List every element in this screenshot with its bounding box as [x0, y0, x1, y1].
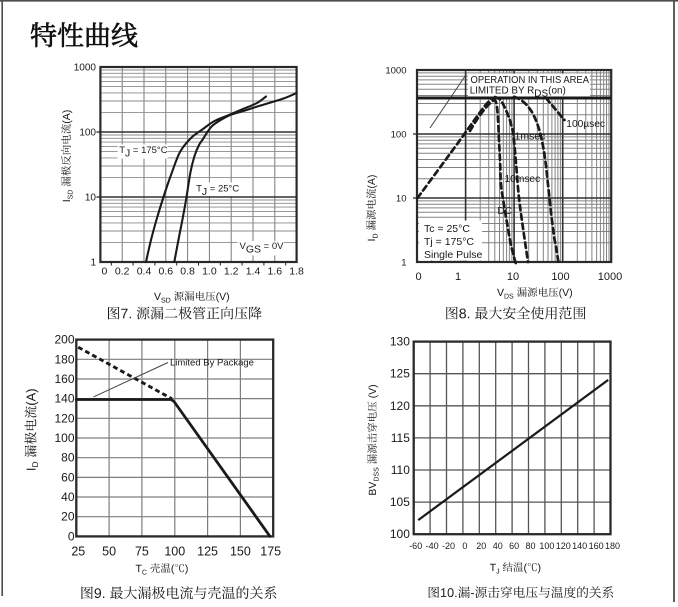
svg-text:Single Pulse: Single Pulse — [424, 249, 483, 261]
svg-text:1000: 1000 — [74, 63, 97, 74]
svg-text:10: 10 — [85, 193, 97, 204]
svg-text:160: 160 — [589, 541, 604, 551]
svg-text:50: 50 — [102, 545, 116, 559]
svg-text:20: 20 — [476, 541, 486, 551]
svg-text:0: 0 — [68, 529, 75, 543]
svg-text:175: 175 — [260, 545, 281, 559]
svg-text:0.8: 0.8 — [180, 266, 195, 278]
svg-text:0: 0 — [101, 266, 107, 278]
svg-text:100: 100 — [391, 130, 407, 141]
svg-text:-60: -60 — [409, 541, 422, 551]
svg-text:80: 80 — [525, 541, 535, 551]
svg-text:80: 80 — [61, 451, 75, 465]
svg-text:Limited By Package: Limited By Package — [170, 358, 254, 369]
svg-text:-40: -40 — [426, 541, 439, 551]
svg-text:100: 100 — [54, 431, 74, 445]
svg-text:100: 100 — [551, 271, 569, 283]
svg-text:120: 120 — [390, 399, 410, 413]
svg-text:60: 60 — [509, 541, 519, 551]
svg-text:1.4: 1.4 — [246, 266, 261, 278]
svg-text:Tj = 175°C: Tj = 175°C — [424, 236, 474, 248]
svg-text:160: 160 — [54, 372, 74, 386]
svg-text:1.0: 1.0 — [202, 266, 217, 278]
svg-text:0: 0 — [415, 271, 421, 283]
svg-text:115: 115 — [391, 431, 410, 445]
svg-text:-20: -20 — [442, 541, 455, 551]
svg-text:100: 100 — [164, 545, 185, 559]
svg-text:125: 125 — [197, 545, 218, 559]
svg-text:1: 1 — [401, 258, 406, 269]
svg-text:OPERATION IN THIS AREA: OPERATION IN THIS AREA — [471, 75, 590, 86]
svg-text:10msec: 10msec — [505, 174, 541, 185]
svg-text:180: 180 — [54, 352, 74, 366]
svg-text:120: 120 — [556, 541, 571, 551]
svg-text:130: 130 — [390, 335, 410, 349]
svg-text:TJ = 25°C: TJ = 25°C — [196, 184, 239, 199]
svg-text:180: 180 — [605, 541, 620, 551]
svg-text:1msec: 1msec — [515, 131, 546, 143]
svg-text:1.6: 1.6 — [267, 266, 282, 278]
svg-text:0.4: 0.4 — [137, 266, 152, 278]
svg-text:110: 110 — [391, 463, 410, 477]
svg-text:DC: DC — [497, 206, 512, 217]
svg-text:0.2: 0.2 — [115, 266, 130, 278]
svg-text:100: 100 — [79, 128, 96, 139]
svg-text:150: 150 — [230, 545, 251, 559]
svg-text:100: 100 — [539, 541, 554, 551]
svg-text:1.2: 1.2 — [224, 266, 239, 278]
svg-text:0: 0 — [462, 541, 467, 551]
svg-text:100µsec: 100µsec — [566, 119, 605, 130]
svg-text:100: 100 — [390, 527, 410, 541]
svg-text:LIMITED BY RDS(on): LIMITED BY RDS(on) — [470, 86, 566, 100]
svg-text:1000: 1000 — [385, 66, 406, 77]
svg-text:120: 120 — [54, 411, 74, 425]
svg-text:25: 25 — [71, 545, 85, 559]
svg-text:60: 60 — [61, 470, 75, 484]
svg-text:20: 20 — [61, 510, 75, 524]
svg-text:1000: 1000 — [598, 271, 622, 283]
svg-text:1: 1 — [455, 271, 461, 283]
svg-text:75: 75 — [135, 545, 149, 559]
svg-text:VGS = 0V: VGS = 0V — [240, 241, 285, 256]
svg-text:105: 105 — [390, 495, 410, 509]
svg-text:200: 200 — [54, 333, 74, 347]
svg-text:140: 140 — [572, 541, 587, 551]
svg-text:0.6: 0.6 — [158, 266, 173, 278]
svg-text:10: 10 — [396, 194, 407, 205]
svg-text:1: 1 — [90, 258, 96, 269]
svg-text:40: 40 — [61, 490, 75, 504]
svg-text:125: 125 — [390, 367, 410, 381]
svg-text:40: 40 — [493, 541, 503, 551]
svg-text:10: 10 — [507, 271, 519, 283]
svg-text:Tc = 25°C: Tc = 25°C — [424, 223, 470, 235]
svg-text:140: 140 — [54, 392, 74, 406]
svg-text:TJ = 175°C: TJ = 175°C — [119, 145, 168, 160]
svg-text:1.8: 1.8 — [289, 266, 304, 278]
